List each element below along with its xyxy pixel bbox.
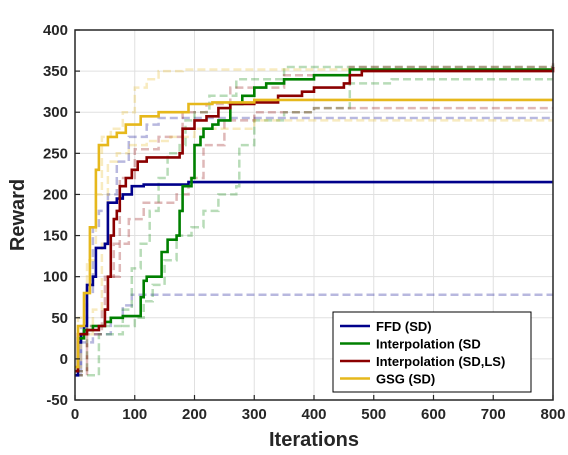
y-tick-label: 150 [43,228,68,245]
x-tick-label: 0 [71,406,79,423]
legend: FFD (SD) Interpolation (SD Interpolation (… [332,311,532,393]
y-tick-label: 250 [43,145,68,162]
x-tick-label: 300 [242,406,267,423]
legend-label: Interpolation (SD [376,337,481,352]
x-tick-label: 100 [122,406,147,423]
series-2-mean-line [75,68,553,373]
y-tick-label: 0 [60,351,68,368]
grid-lines [74,29,554,401]
x-tick-label: 400 [301,406,326,423]
y-axis-label: Reward [7,179,29,251]
x-tick-label: 700 [481,406,506,423]
series-2-lower-band [75,78,553,377]
series-3-mean-line [75,67,555,373]
y-tick-label: 400 [43,22,68,39]
y-tick-label: 300 [43,104,68,121]
x-axis-label: Iterations [269,429,359,451]
legend-label: Interpolation (SD,LS) [376,354,505,369]
y-tick-label: 50 [51,310,68,327]
x-tick-label: 500 [361,406,386,423]
x-axis-ticks: 0 100 200 300 400 500 600 700 800 [71,395,566,423]
series-lines [75,67,555,377]
series-4-mean-line [75,98,553,369]
series-3-lower-band [75,106,553,377]
y-tick-label: 100 [43,269,68,286]
series-4-lower-band [75,119,553,369]
y-tick-label: 350 [43,63,68,80]
series-1-lower-band [75,293,553,377]
series-2-upper-band [75,64,555,373]
y-axis-ticks: -50 0 50 100 150 200 250 300 350 400 [43,22,80,409]
x-tick-label: 800 [540,406,565,423]
legend-label: GSG (SD) [376,372,435,387]
legend-label: FFD (SD) [376,319,432,334]
y-tick-label: -50 [46,392,68,409]
x-tick-label: 200 [182,406,207,423]
y-tick-label: 200 [43,186,68,203]
x-tick-label: 600 [421,406,446,423]
